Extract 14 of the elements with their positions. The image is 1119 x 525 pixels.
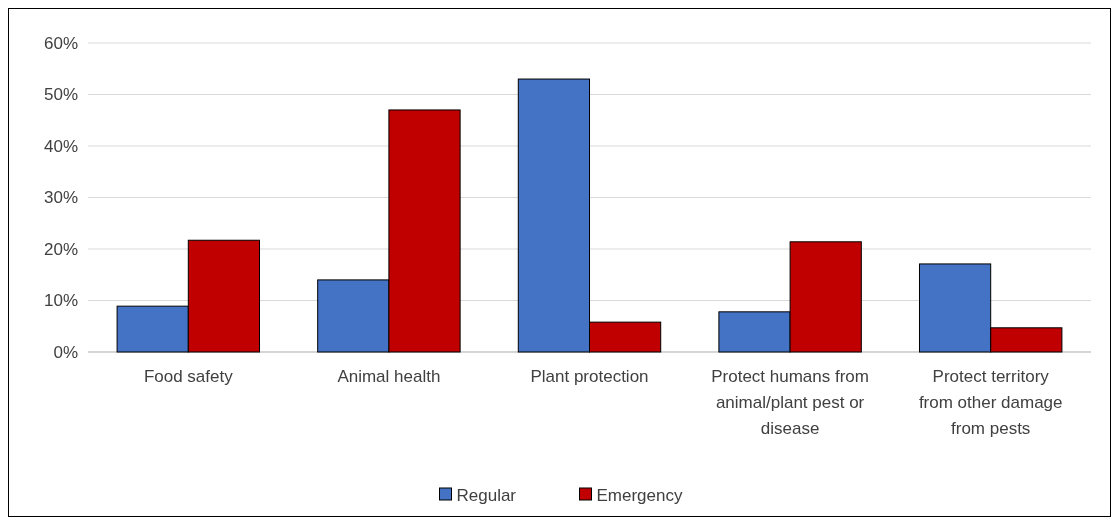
y-tick-label: 40% <box>43 136 78 156</box>
y-tick-label: 0% <box>53 342 78 362</box>
y-tick-label: 50% <box>43 85 78 105</box>
x-tick-label: Animal health <box>337 367 441 386</box>
y-tick-label: 60% <box>43 33 78 53</box>
x-tick-label: Protect humans from animal/plant pest or disease <box>711 367 869 438</box>
x-tick-label: Food safety <box>143 367 234 386</box>
legend-label: Regular <box>456 485 517 505</box>
legend-label: Emergency <box>596 485 683 505</box>
y-tick-label: 10% <box>43 291 78 311</box>
x-tick-label: Plant protection <box>530 367 649 386</box>
y-tick-label: 20% <box>43 239 78 259</box>
y-tick-label: 30% <box>43 188 78 208</box>
x-tick-label: Protect territory from other damage from pests <box>918 367 1063 438</box>
